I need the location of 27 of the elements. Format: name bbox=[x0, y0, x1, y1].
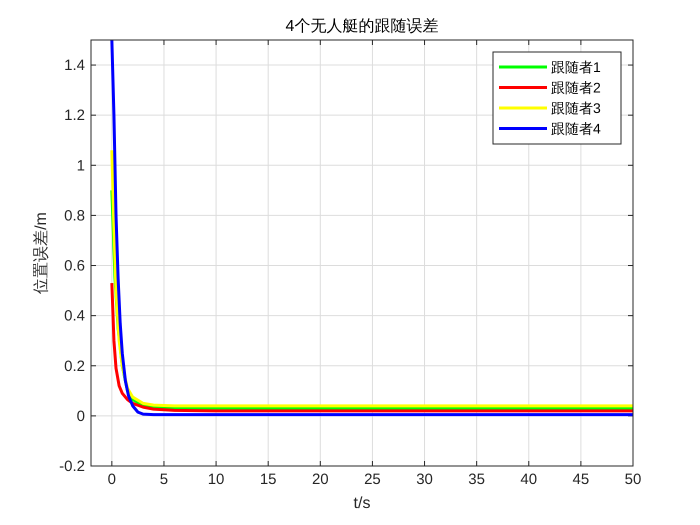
x-tick-label: 40 bbox=[520, 471, 538, 488]
x-tick-label: 45 bbox=[572, 471, 590, 488]
y-tick-label: 0.2 bbox=[64, 358, 85, 375]
y-tick-label: 0.4 bbox=[64, 308, 85, 325]
legend-label: 跟随者4 bbox=[551, 120, 601, 136]
x-axis-title: t/s bbox=[354, 495, 370, 512]
legend-label: 跟随者3 bbox=[551, 100, 601, 116]
y-tick-label: 1.2 bbox=[64, 107, 85, 124]
x-tick-label: 20 bbox=[312, 471, 329, 488]
x-tick-label: 25 bbox=[364, 471, 381, 488]
y-axis-title: 位置误差/m bbox=[32, 212, 50, 294]
y-tick-label: 0.8 bbox=[64, 207, 85, 224]
x-tick-label: 30 bbox=[416, 471, 433, 488]
x-tick-label: 5 bbox=[160, 471, 168, 488]
y-tick-label: -0.2 bbox=[59, 458, 85, 475]
y-tick-label: 0 bbox=[76, 408, 85, 425]
y-tick-label: 1.4 bbox=[64, 57, 85, 74]
x-tick-label: 0 bbox=[108, 471, 116, 488]
y-tick-label: 1 bbox=[76, 157, 85, 174]
legend-label: 跟随者1 bbox=[551, 59, 601, 75]
legend-label: 跟随者2 bbox=[551, 80, 601, 96]
y-tick-label: 0.6 bbox=[64, 258, 85, 275]
x-tick-label: 15 bbox=[260, 471, 277, 488]
chart-title: 4个无人艇的跟随误差 bbox=[286, 17, 438, 35]
x-tick-label: 35 bbox=[468, 471, 485, 488]
x-tick-label: 10 bbox=[208, 471, 224, 488]
x-tick-label: 50 bbox=[624, 471, 642, 488]
